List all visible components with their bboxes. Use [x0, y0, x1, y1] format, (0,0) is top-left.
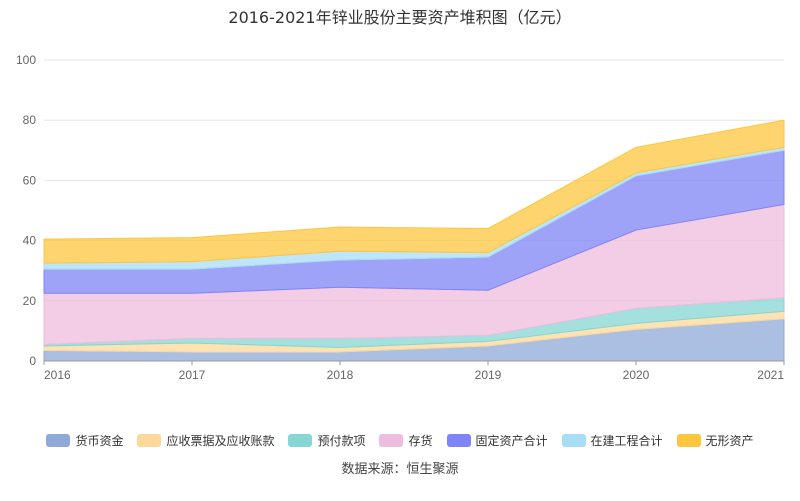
x-tick-label-2018: 2018	[327, 368, 354, 382]
legend-label: 在建工程合计	[590, 434, 663, 448]
y-tick-label-80: 80	[23, 113, 37, 127]
x-tick-label-2017: 2017	[179, 368, 206, 382]
legend-swatch	[446, 434, 471, 447]
legend-label: 预付款项	[317, 434, 366, 448]
x-tick-label-2020: 2020	[623, 368, 650, 382]
y-tick-label-20: 20	[23, 294, 37, 308]
x-tick-label-2016: 2016	[44, 368, 71, 382]
y-tick-label-40: 40	[23, 234, 37, 248]
legend-item-7[interactable]: 无形资产	[676, 432, 754, 449]
legend-item-2[interactable]: 应收票据及应收账款	[137, 432, 274, 449]
axes: 0 20 40 60 80 100 2016 2017 2018 2019 2020 2021	[16, 53, 785, 382]
x-tick-label-2019: 2019	[475, 368, 502, 382]
legend-label: 应收票据及应收账款	[166, 434, 275, 448]
area-series-7	[43, 119, 785, 264]
legend-item-4[interactable]: 存货	[379, 432, 433, 449]
legend-item-1[interactable]: 货币资金	[46, 432, 123, 449]
legend-item-6[interactable]: 在建工程合计	[561, 432, 663, 449]
legend-label: 存货	[408, 434, 433, 448]
legend-label: 货币资金	[75, 434, 124, 448]
legend-swatch	[676, 434, 701, 447]
chart-title: 2016-2021年锌业股份主要资产堆积图（亿元）	[228, 8, 572, 27]
area-series	[43, 119, 785, 362]
x-tick-label-2021: 2021	[757, 368, 784, 382]
y-tick-label-60: 60	[23, 173, 37, 187]
legend-swatch	[288, 434, 313, 447]
legend-swatch	[561, 434, 586, 447]
legend-item-3[interactable]: 预付款项	[288, 432, 365, 449]
legend-swatch	[379, 434, 404, 447]
legend-label: 无形资产	[705, 434, 754, 448]
source-note: 数据来源：恒生聚源	[341, 462, 459, 477]
legend-swatch	[137, 434, 162, 447]
legend-item-5[interactable]: 固定资产合计	[446, 432, 548, 449]
legend-swatch	[46, 434, 71, 447]
legend-label: 固定资产合计	[475, 434, 548, 448]
y-tick-label-0: 0	[29, 354, 36, 368]
legend: 货币资金 应收票据及应收账款 预付款项 存货 固定资产合计 在建工程合计 无形资产	[0, 432, 800, 449]
y-tick-label-100: 100	[16, 53, 36, 67]
